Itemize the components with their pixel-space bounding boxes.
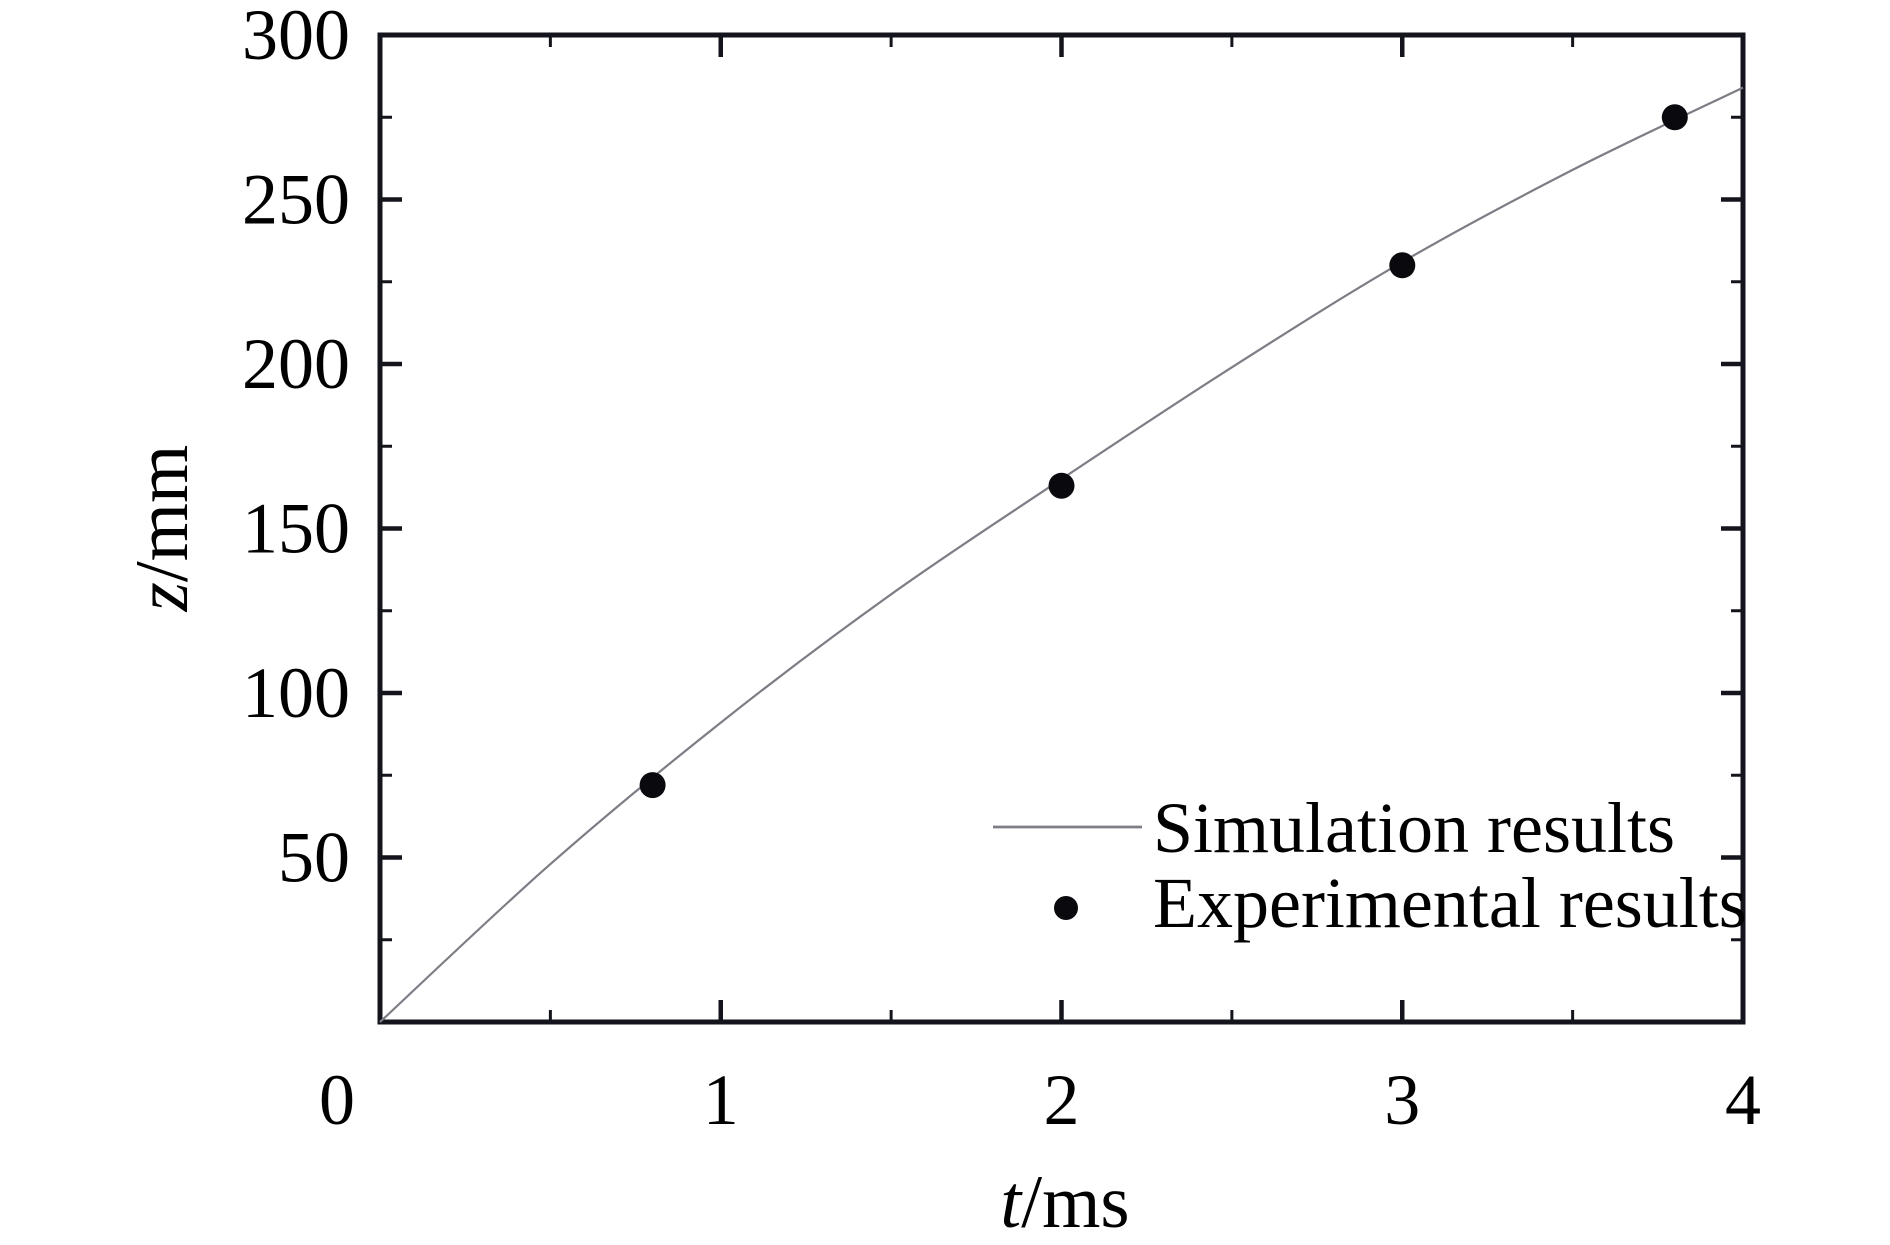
legend-label-simulation: Simulation results: [1153, 788, 1675, 868]
y-tick-label: 150: [242, 489, 350, 569]
experimental-point: [639, 772, 666, 799]
y-tick-label: 300: [242, 0, 350, 75]
legend-label-experimental: Experimental results: [1153, 863, 1747, 943]
y-tick-label: 100: [242, 653, 350, 733]
x-axis-label: t/ms: [1000, 1161, 1129, 1244]
y-tick-label: 250: [242, 160, 350, 240]
x-tick-label: 4: [1725, 1060, 1761, 1140]
y-axis-label-part: /mm: [121, 445, 204, 583]
x-tick-label: 0: [319, 1060, 355, 1140]
x-axis-label-part: /ms: [1021, 1161, 1129, 1244]
x-axis-label-part: t: [1000, 1161, 1023, 1244]
y-tick-label: 50: [278, 818, 350, 898]
x-tick-label: 2: [1044, 1060, 1080, 1140]
y-axis-label: z/mm: [121, 445, 204, 613]
experimental-point: [1389, 252, 1416, 279]
y-tick-label: 200: [242, 324, 350, 404]
experimental-point: [1661, 104, 1688, 131]
y-axis-label-part: z: [121, 582, 204, 612]
x-tick-label: 1: [703, 1060, 739, 1140]
x-tick-label: 3: [1384, 1060, 1420, 1140]
experimental-point: [1048, 472, 1075, 499]
legend-dot-swatch: [1054, 896, 1078, 920]
